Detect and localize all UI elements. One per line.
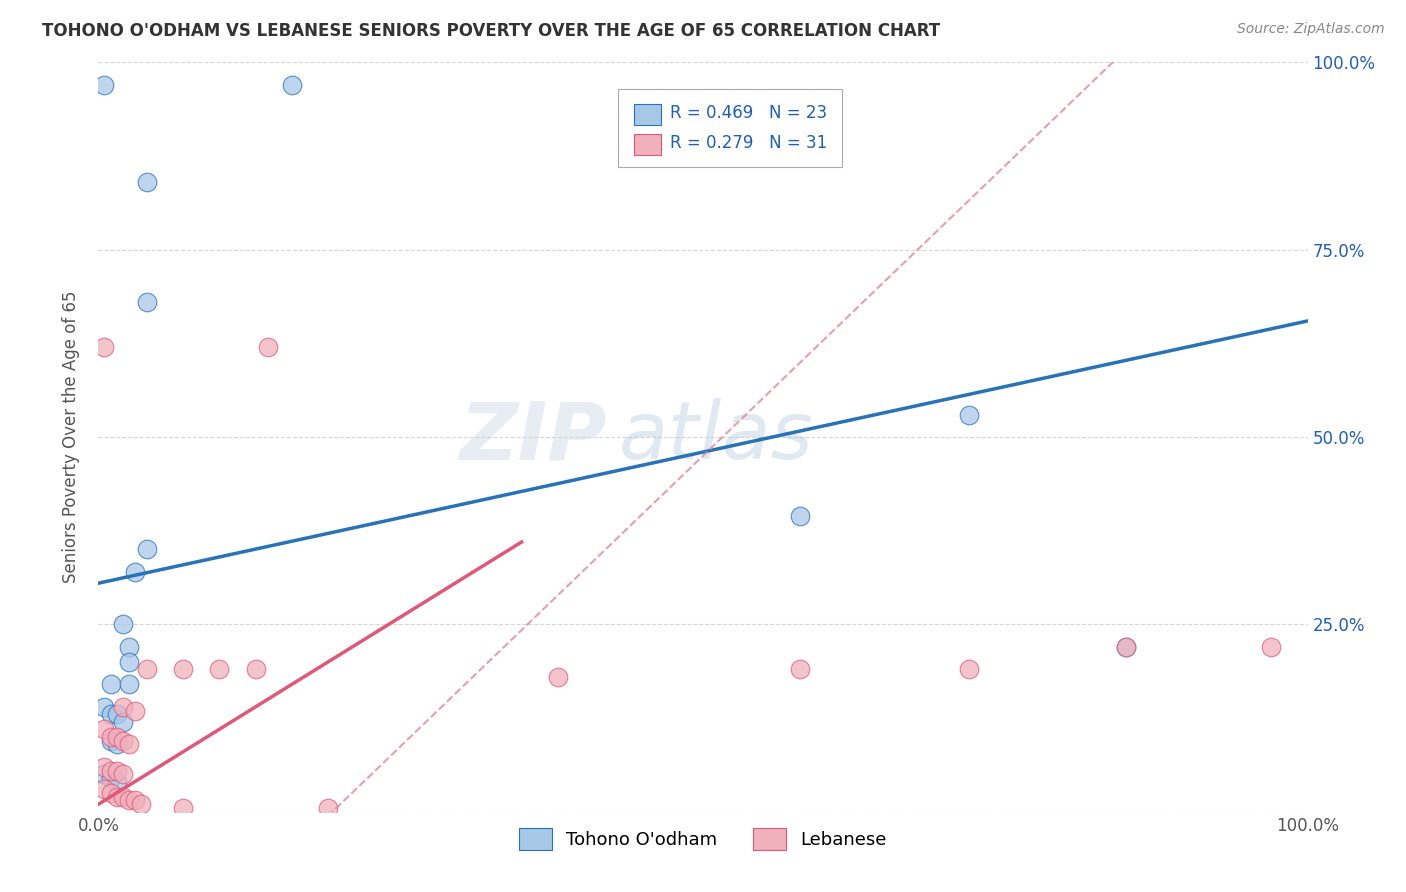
Point [135, 175, 157, 189]
FancyBboxPatch shape [634, 134, 661, 154]
Point [100, 764, 122, 778]
Point [111, 789, 134, 804]
Point [111, 617, 134, 632]
Point [100, 730, 122, 744]
Point [172, 662, 194, 676]
Point [245, 662, 267, 676]
Point [111, 767, 134, 781]
Point [124, 704, 146, 718]
Point [105, 737, 128, 751]
Point [105, 774, 128, 789]
Point [208, 662, 231, 676]
Point [129, 797, 152, 812]
Point [93, 760, 115, 774]
Point [124, 793, 146, 807]
Point [105, 707, 128, 722]
Point [118, 640, 141, 654]
Y-axis label: Seniors Poverty Over the Age of 65: Seniors Poverty Over the Age of 65 [62, 291, 80, 583]
Point [316, 801, 339, 815]
Point [118, 793, 141, 807]
Point [105, 789, 128, 804]
Point [281, 78, 304, 92]
Point [118, 737, 141, 751]
FancyBboxPatch shape [619, 88, 842, 168]
Point [100, 707, 122, 722]
Legend: Tohono O'odham, Lebanese: Tohono O'odham, Lebanese [510, 819, 896, 859]
Point [105, 764, 128, 778]
Point [957, 408, 980, 422]
Point [1115, 640, 1137, 654]
Point [93, 782, 115, 797]
Point [118, 677, 141, 691]
Point [93, 767, 115, 781]
Text: TOHONO O'ODHAM VS LEBANESE SENIORS POVERTY OVER THE AGE OF 65 CORRELATION CHART: TOHONO O'ODHAM VS LEBANESE SENIORS POVER… [42, 22, 941, 40]
Point [100, 733, 122, 747]
Text: Source: ZipAtlas.com: Source: ZipAtlas.com [1237, 22, 1385, 37]
FancyBboxPatch shape [634, 103, 661, 125]
Point [118, 655, 141, 669]
Point [172, 801, 194, 815]
Point [789, 508, 811, 523]
Point [93, 340, 115, 354]
Point [93, 723, 115, 737]
Point [957, 662, 980, 676]
Point [93, 78, 115, 92]
Point [135, 295, 157, 310]
Point [135, 542, 157, 557]
Text: ZIP: ZIP [458, 398, 606, 476]
Point [100, 786, 122, 800]
Point [111, 714, 134, 729]
Point [789, 662, 811, 676]
Point [100, 677, 122, 691]
Text: atlas: atlas [619, 398, 813, 476]
Text: R = 0.469   N = 23: R = 0.469 N = 23 [671, 103, 828, 121]
Point [135, 662, 157, 676]
Point [111, 733, 134, 747]
Point [111, 699, 134, 714]
Point [256, 340, 278, 354]
Point [547, 670, 569, 684]
Text: R = 0.279   N = 31: R = 0.279 N = 31 [671, 134, 828, 152]
Point [1115, 640, 1137, 654]
Point [93, 699, 115, 714]
Point [105, 730, 128, 744]
Point [1260, 640, 1282, 654]
Point [100, 771, 122, 785]
Point [124, 565, 146, 579]
